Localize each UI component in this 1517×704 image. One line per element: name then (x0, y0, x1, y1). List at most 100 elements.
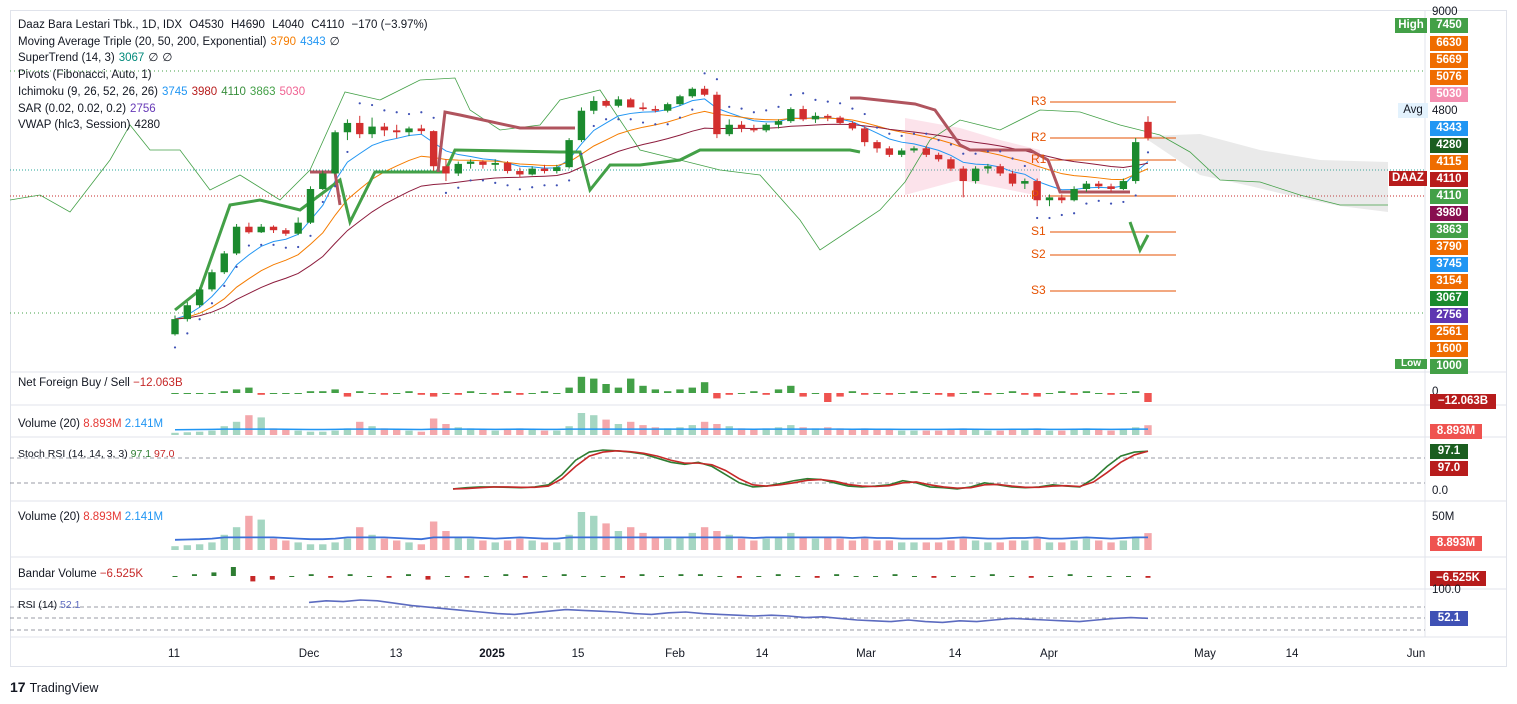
bandar-volume-bar (795, 576, 801, 577)
sar-dot (321, 200, 324, 204)
volume-bar (417, 431, 426, 435)
legend-indicator-value: 4280 (134, 119, 161, 132)
candle-body (319, 173, 327, 189)
nfbs-scale-zero: 0 (1432, 386, 1439, 398)
volume-bar (1045, 430, 1054, 435)
candle-body (1131, 142, 1140, 182)
bandar-volume-bar (425, 576, 431, 580)
sar-dot (641, 121, 645, 124)
price-tag: 5030 (1430, 87, 1468, 102)
volume-bar (688, 425, 696, 435)
nfbs-bar (602, 384, 610, 393)
candle-body (787, 109, 795, 122)
candle-body (257, 226, 265, 233)
sar-dot (198, 318, 201, 321)
nfbs-bar (984, 393, 992, 395)
volume-bar (885, 429, 894, 435)
candle-body (602, 100, 610, 106)
sar-dot (457, 186, 460, 189)
candle-body (799, 109, 807, 120)
bandar-volume-bar (736, 576, 742, 578)
avg-label: Avg (1398, 103, 1428, 118)
candle-body (811, 115, 820, 120)
nfbs-tag: −12.063B (1430, 394, 1496, 409)
volume-bar (220, 426, 228, 435)
bandar-volume-bar (1106, 576, 1112, 577)
volume-bar (959, 428, 967, 435)
volume-bar (590, 415, 598, 435)
sar-dot (568, 179, 571, 182)
candle-body (959, 168, 967, 182)
volume-bar (1095, 540, 1103, 550)
legend-title-row: Daaz Bara Lestari Tbk., 1D, IDX O4530 H4… (18, 17, 432, 34)
bandar-volume-bar (211, 572, 217, 576)
candle-body (417, 128, 426, 132)
nfbs-bar (393, 393, 401, 394)
nfbs-bar (380, 393, 389, 395)
ichimoku-cloud-future (1148, 134, 1388, 212)
sar-dot (888, 132, 891, 135)
bandar-volume-bar (581, 576, 587, 577)
bandar-name: Bandar Volume (18, 568, 97, 580)
bandar-volume-bar (172, 576, 178, 577)
sar-dot (506, 184, 509, 187)
sar-dot (1011, 157, 1014, 160)
volume-bar (861, 428, 869, 435)
sar-dot (297, 245, 300, 249)
sar-dot (1134, 194, 1137, 197)
volume-bar (528, 429, 536, 435)
volume-bar (491, 542, 499, 550)
nfbs-bar (713, 393, 721, 399)
legend-line-1: SuperTrend (14, 3) 3067 ∅ ∅ (18, 50, 432, 67)
rsi-legend: RSI (14) 52.1 (18, 599, 80, 611)
volume-bar (405, 542, 413, 550)
nfbs-bar (195, 393, 204, 394)
volume-bar (1070, 429, 1078, 435)
volume-bar (319, 431, 327, 435)
sar-dot (481, 179, 485, 182)
candle-body (713, 94, 721, 135)
sar-dot (469, 179, 472, 182)
bandar-volume-bar (1145, 576, 1151, 578)
volume-bar (245, 415, 253, 435)
volume-bar (614, 531, 623, 550)
legend-indicator-value: ∅ (148, 52, 159, 65)
volume-bar (565, 426, 573, 435)
volume-bar (577, 413, 586, 435)
sar-dot (691, 108, 694, 111)
sar-dot (999, 150, 1002, 153)
volume-bar (713, 531, 721, 550)
price-tag: 3863 (1430, 223, 1468, 238)
bandar-volume-bar (483, 576, 489, 577)
legend-line-5: VWAP (hlc3, Session) 4280 (18, 117, 432, 134)
candle-body (220, 253, 228, 273)
price-tag: 2561 (1430, 325, 1468, 340)
candle-body (343, 122, 352, 133)
sar-dot (962, 152, 965, 155)
volume-bar (516, 428, 524, 435)
sar-dot (358, 102, 361, 105)
sar-dot (1085, 202, 1088, 205)
volume-bar (466, 538, 475, 550)
volume-bar (959, 538, 967, 550)
volume-bar (639, 425, 647, 435)
volume-bar (1144, 425, 1152, 435)
nfbs-bar (1107, 393, 1115, 395)
candle-body (885, 148, 894, 155)
volume-bar (503, 429, 512, 435)
volume-bar (565, 534, 573, 550)
candle-body (1144, 121, 1152, 138)
volume-bar (651, 536, 660, 550)
candle-body (405, 128, 413, 133)
nfbs-bar (171, 393, 179, 394)
bandar-legend: Bandar Volume −6.525K (18, 568, 143, 580)
nfbs-bar (897, 393, 906, 394)
volume-bar (1107, 542, 1115, 550)
nfbs-value: −12.063B (133, 377, 183, 389)
ichimoku-span-line (9, 77, 1388, 251)
volume-bar (750, 429, 758, 435)
candle-body (565, 140, 573, 168)
volume-bar (910, 542, 918, 550)
legend-indicator-name: Ichimoku (9, 26, 52, 26, 26) (18, 85, 158, 98)
